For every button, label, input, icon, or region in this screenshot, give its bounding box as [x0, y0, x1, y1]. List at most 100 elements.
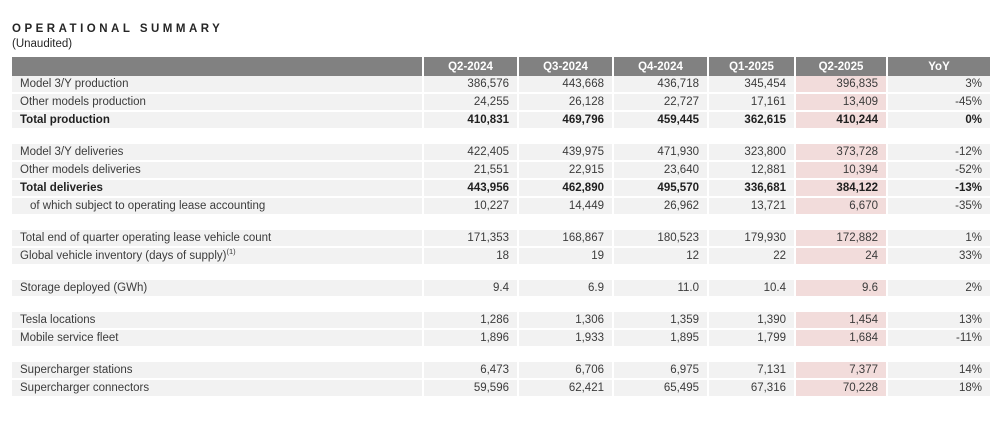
cell-value: 172,882: [795, 230, 888, 248]
table-row: Total end of quarter operating lease veh…: [12, 230, 990, 248]
col-header: Q4-2024: [613, 57, 709, 76]
cell-value: 65,495: [613, 379, 709, 398]
cell-value: 1,799: [708, 329, 796, 348]
spacer-cell: [12, 347, 990, 362]
cell-value: 373,728: [795, 144, 888, 162]
row-label: Supercharger stations: [12, 362, 424, 380]
cell-yoy: 3%: [887, 76, 990, 94]
cell-value: 1,390: [708, 312, 796, 330]
cell-value: 469,796: [518, 111, 614, 130]
spacer-cell: [12, 129, 990, 144]
col-header: [12, 57, 424, 76]
cell-value: 1,359: [613, 312, 709, 330]
cell-value: 443,956: [423, 179, 519, 198]
cell-value: 168,867: [518, 230, 614, 248]
cell-value: 10,394: [795, 161, 888, 180]
cell-value: 396,835: [795, 76, 888, 94]
cell-value: 180,523: [613, 230, 709, 248]
row-label: Global vehicle inventory (days of supply…: [12, 247, 424, 266]
cell-value: 462,890: [518, 179, 614, 198]
table-row: Storage deployed (GWh) 9.4 6.9 11.0 10.4 9.6 2…: [12, 280, 990, 298]
row-label: Storage deployed (GWh): [12, 280, 424, 298]
table-body: Model 3/Y production 386,576 443,668 436,71…: [12, 76, 990, 398]
cell-value: 26,128: [518, 93, 614, 112]
row-label: Model 3/Y deliveries: [12, 144, 424, 162]
row-label: Total deliveries: [12, 179, 424, 198]
row-label-text: Supercharger connectors: [20, 382, 150, 394]
row-label-text: Other models production: [20, 96, 146, 108]
spacer-cell: [12, 297, 990, 312]
table-row: Other models deliveries 21,551 22,915 23,64…: [12, 161, 990, 180]
cell-yoy: 0%: [887, 111, 990, 130]
row-label-text: Tesla locations: [20, 314, 96, 326]
cell-value: 23,640: [613, 161, 709, 180]
cell-value: 11.0: [613, 280, 709, 298]
cell-yoy: 14%: [887, 362, 990, 380]
row-label-text: Mobile service fleet: [20, 332, 119, 344]
cell-yoy: 13%: [887, 312, 990, 330]
cell-value: 1,684: [795, 329, 888, 348]
cell-value: 1,896: [423, 329, 519, 348]
row-label-text: Storage deployed (GWh): [20, 282, 148, 294]
table-row: Supercharger connectors 59,596 62,421 65,49…: [12, 379, 990, 398]
row-label: Other models deliveries: [12, 161, 424, 180]
cell-value: 436,718: [613, 76, 709, 94]
row-label: of which subject to operating lease acco…: [12, 197, 424, 216]
row-label-text: of which subject to operating lease acco…: [30, 200, 266, 212]
cell-value: 471,930: [613, 144, 709, 162]
row-label-text: Global vehicle inventory (days of supply…: [20, 250, 227, 262]
row-label-text: Other models deliveries: [20, 164, 141, 176]
cell-value: 18: [423, 247, 519, 266]
table-header: Q2-2024 Q3-2024 Q4-2024 Q1-2025 Q2-2025 YoY: [12, 57, 990, 76]
cell-value: 345,454: [708, 76, 796, 94]
row-label: Supercharger connectors: [12, 379, 424, 398]
cell-value: 12,881: [708, 161, 796, 180]
cell-value: 6,706: [518, 362, 614, 380]
cell-value: 6,975: [613, 362, 709, 380]
row-label-text: Model 3/Y production: [20, 78, 129, 90]
section-spacer: [12, 297, 990, 312]
table-row: Total deliveries 443,956 462,890 495,570 336…: [12, 179, 990, 198]
cell-value: 1,933: [518, 329, 614, 348]
cell-value: 19: [518, 247, 614, 266]
row-label-text: Supercharger stations: [20, 364, 133, 376]
row-label-text: Total production: [20, 114, 110, 126]
col-header: YoY: [887, 57, 990, 76]
cell-value: 67,316: [708, 379, 796, 398]
cell-value: 22,727: [613, 93, 709, 112]
cell-value: 410,831: [423, 111, 519, 130]
row-label-text: Total deliveries: [20, 182, 103, 194]
table-row: Model 3/Y deliveries 422,405 439,975 471,93…: [12, 144, 990, 162]
col-header: Q1-2025: [708, 57, 796, 76]
cell-value: 70,228: [795, 379, 888, 398]
cell-value: 7,377: [795, 362, 888, 380]
cell-value: 13,721: [708, 197, 796, 216]
row-label-text: Total end of quarter operating lease veh…: [20, 232, 272, 244]
row-label: Model 3/Y production: [12, 76, 424, 94]
table-row: Mobile service fleet 1,896 1,933 1,895 1,799…: [12, 329, 990, 348]
cell-value: 1,286: [423, 312, 519, 330]
table-row: Model 3/Y production 386,576 443,668 436,71…: [12, 76, 990, 94]
cell-value: 1,454: [795, 312, 888, 330]
cell-value: 22: [708, 247, 796, 266]
cell-value: 10.4: [708, 280, 796, 298]
table-row: Global vehicle inventory (days of supply…: [12, 247, 990, 266]
spacer-cell: [12, 265, 990, 280]
cell-value: 1,895: [613, 329, 709, 348]
row-label: Tesla locations: [12, 312, 424, 330]
row-label-text: Model 3/Y deliveries: [20, 146, 124, 158]
cell-value: 9.4: [423, 280, 519, 298]
table-row: Other models production 24,255 26,128 22,72…: [12, 93, 990, 112]
cell-value: 6,473: [423, 362, 519, 380]
cell-yoy: -35%: [887, 197, 990, 216]
cell-value: 422,405: [423, 144, 519, 162]
cell-yoy: 33%: [887, 247, 990, 266]
section-spacer: [12, 265, 990, 280]
cell-value: 179,930: [708, 230, 796, 248]
cell-yoy: -13%: [887, 179, 990, 198]
cell-value: 171,353: [423, 230, 519, 248]
cell-yoy: -12%: [887, 144, 990, 162]
section-spacer: [12, 347, 990, 362]
operational-summary-table: Q2-2024 Q3-2024 Q4-2024 Q1-2025 Q2-2025 YoY M…: [12, 57, 990, 398]
cell-value: 362,615: [708, 111, 796, 130]
